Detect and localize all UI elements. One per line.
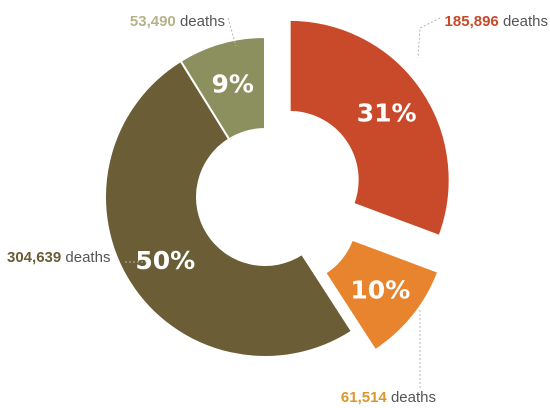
leader-lines [125,17,441,388]
value-unit-slice-2: deaths [387,389,436,406]
leader-line-slice-4 [227,17,237,47]
donut-slice-2 [323,238,440,352]
percent-label-slice-3: 50% [135,246,195,275]
percent-label-slice-2: 10% [350,276,410,305]
value-label-slice-2: 61,514 deaths [341,389,436,406]
percent-labels: 31% 10% 50% 9% [135,70,416,305]
donut-slice-4 [179,35,266,141]
value-unit-slice-4: deaths [176,13,225,30]
value-number-slice-1: 185,896 [445,13,499,30]
value-unit-slice-3: deaths [61,249,110,266]
slices-layer [104,18,451,358]
donut-slice-3 [104,59,354,358]
value-number-slice-2: 61,514 [341,389,388,406]
value-number-slice-3: 304,639 [7,249,61,266]
value-label-slice-3: 304,639 deaths [7,249,110,266]
donut-slice-1 [288,18,451,238]
value-number-slice-4: 53,490 [130,13,176,30]
percent-label-slice-1: 31% [357,99,417,128]
leader-line-slice-1 [417,17,441,59]
percent-label-slice-4: 9% [211,70,253,99]
value-label-slice-4: 53,490 deaths [130,13,225,30]
value-label-slice-1: 185,896 deaths [445,13,548,30]
value-unit-slice-1: deaths [499,13,548,30]
